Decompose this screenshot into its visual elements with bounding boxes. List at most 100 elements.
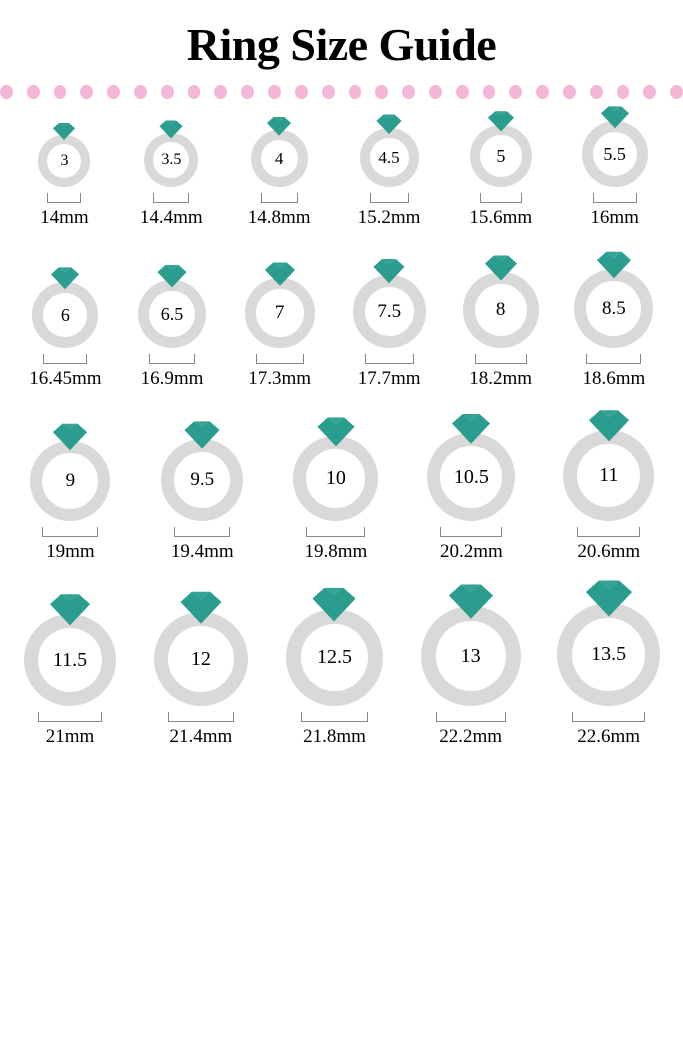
gem-icon (586, 581, 632, 622)
ring-size-label: 3.5 (161, 151, 181, 169)
diameter-bracket (38, 712, 102, 722)
divider-dot (0, 85, 13, 99)
ring-size-label: 8.5 (602, 298, 626, 320)
gem-icon (377, 115, 402, 139)
diameter-bracket (168, 712, 234, 722)
divider-dot (134, 85, 147, 99)
divider-dot (161, 85, 174, 99)
divider-dot (617, 85, 630, 99)
diameter-bracket (475, 354, 527, 364)
ring-size-label: 5.5 (603, 144, 626, 165)
gem-icon (597, 252, 631, 284)
diameter-label: 16.45mm (29, 368, 101, 390)
gem-icon (317, 417, 354, 451)
ring-cell: 3.5 14.4mm (127, 133, 216, 229)
diameter-bracket (174, 527, 230, 537)
ring-size-label: 12 (191, 648, 211, 671)
gem-icon (267, 117, 291, 141)
gem-icon (185, 421, 220, 453)
divider-dot (268, 85, 281, 99)
divider-dot (483, 85, 496, 99)
divider-dot (590, 85, 603, 99)
divider-dot (429, 85, 442, 99)
ring-row: 9 19mm9.5 19.4mm10 19.8mm10.5 20.2mm11 2… (20, 430, 663, 563)
ring-size-label: 4.5 (378, 148, 399, 168)
ring-graphic: 9 (30, 441, 110, 521)
divider-dot (188, 85, 201, 99)
ring-cell: 10 19.8mm (284, 436, 389, 563)
gem-icon (601, 106, 629, 133)
ring-size-label: 6 (61, 305, 70, 326)
gem-icon (374, 259, 405, 288)
diameter-bracket (149, 354, 195, 364)
divider-dot (241, 85, 254, 99)
diameter-label: 19.8mm (304, 541, 367, 563)
ring-size-label: 10 (326, 467, 346, 490)
ring-graphic: 3 (38, 135, 90, 187)
diameter-bracket (43, 354, 87, 364)
diameter-bracket (306, 527, 365, 537)
ring-size-label: 11.5 (53, 649, 87, 672)
ring-size-label: 10.5 (454, 466, 489, 489)
ring-row: 11.5 21mm12 21.4mm12.5 21.8mm13 22.2mm13… (20, 603, 663, 748)
ring-graphic: 8 (463, 272, 539, 348)
ring-graphic: 11.5 (24, 614, 116, 706)
ring-cell: 4.5 15.2mm (343, 128, 436, 229)
ring-cell: 8 18.2mm (452, 272, 548, 390)
ring-graphic: 4 (251, 130, 308, 187)
diameter-bracket (440, 527, 502, 537)
ring-size-label: 12.5 (317, 646, 352, 669)
diameter-bracket (42, 527, 98, 537)
diameter-bracket (261, 193, 298, 203)
ring-graphic: 7 (245, 278, 315, 348)
ring-cell: 13.5 22.6mm (554, 603, 663, 748)
diameter-bracket (301, 712, 368, 722)
divider-dot (456, 85, 469, 99)
ring-graphic: 12.5 (286, 609, 383, 706)
diameter-label: 16.9mm (141, 368, 204, 390)
diameter-label: 17.7mm (358, 368, 421, 390)
diameter-label: 19.4mm (171, 541, 234, 563)
diameter-label: 18.6mm (582, 368, 645, 390)
divider-dot (670, 85, 683, 99)
ring-graphic: 4.5 (360, 128, 419, 187)
divider-dot (375, 85, 388, 99)
ring-cell: 9 19mm (20, 441, 121, 563)
diameter-label: 20.2mm (440, 541, 503, 563)
gem-icon (160, 120, 183, 143)
ring-size-label: 9 (66, 470, 76, 492)
ring-graphic: 10.5 (427, 433, 515, 521)
diameter-bracket (572, 712, 645, 722)
diameter-label: 15.6mm (469, 207, 532, 229)
diameter-label: 20.6mm (577, 541, 640, 563)
ring-cell: 10.5 20.2mm (418, 433, 524, 563)
diameter-bracket (47, 193, 81, 203)
divider-dot (27, 85, 40, 99)
divider-dots (0, 85, 683, 99)
gem-icon (452, 414, 490, 449)
diameter-bracket (153, 193, 189, 203)
ring-cell: 6.5 16.9mm (127, 280, 218, 390)
ring-grid: 3 14mm3.5 14.4mm4 14.8mm4.5 15.2mm5 15.6… (0, 121, 683, 748)
ring-graphic: 8.5 (574, 269, 653, 348)
diameter-label: 22.2mm (439, 726, 502, 748)
ring-graphic: 9.5 (161, 439, 243, 521)
divider-dot (536, 85, 549, 99)
diameter-label: 15.2mm (358, 207, 421, 229)
ring-graphic: 10 (293, 436, 378, 521)
ring-cell: 3 14mm (20, 135, 109, 229)
diameter-label: 14mm (40, 207, 89, 229)
ring-cell: 7.5 17.7mm (342, 275, 436, 390)
diameter-label: 14.4mm (140, 207, 203, 229)
diameter-bracket (365, 354, 414, 364)
diameter-label: 16mm (590, 207, 639, 229)
ring-graphic: 12 (154, 612, 248, 706)
ring-graphic: 13.5 (557, 603, 660, 706)
diameter-label: 21mm (46, 726, 95, 748)
divider-dot (349, 85, 362, 99)
gem-icon (50, 594, 90, 630)
ring-graphic: 6 (32, 282, 98, 348)
divider-dot (80, 85, 93, 99)
diameter-label: 21.8mm (303, 726, 366, 748)
ring-size-label: 7 (275, 302, 285, 324)
